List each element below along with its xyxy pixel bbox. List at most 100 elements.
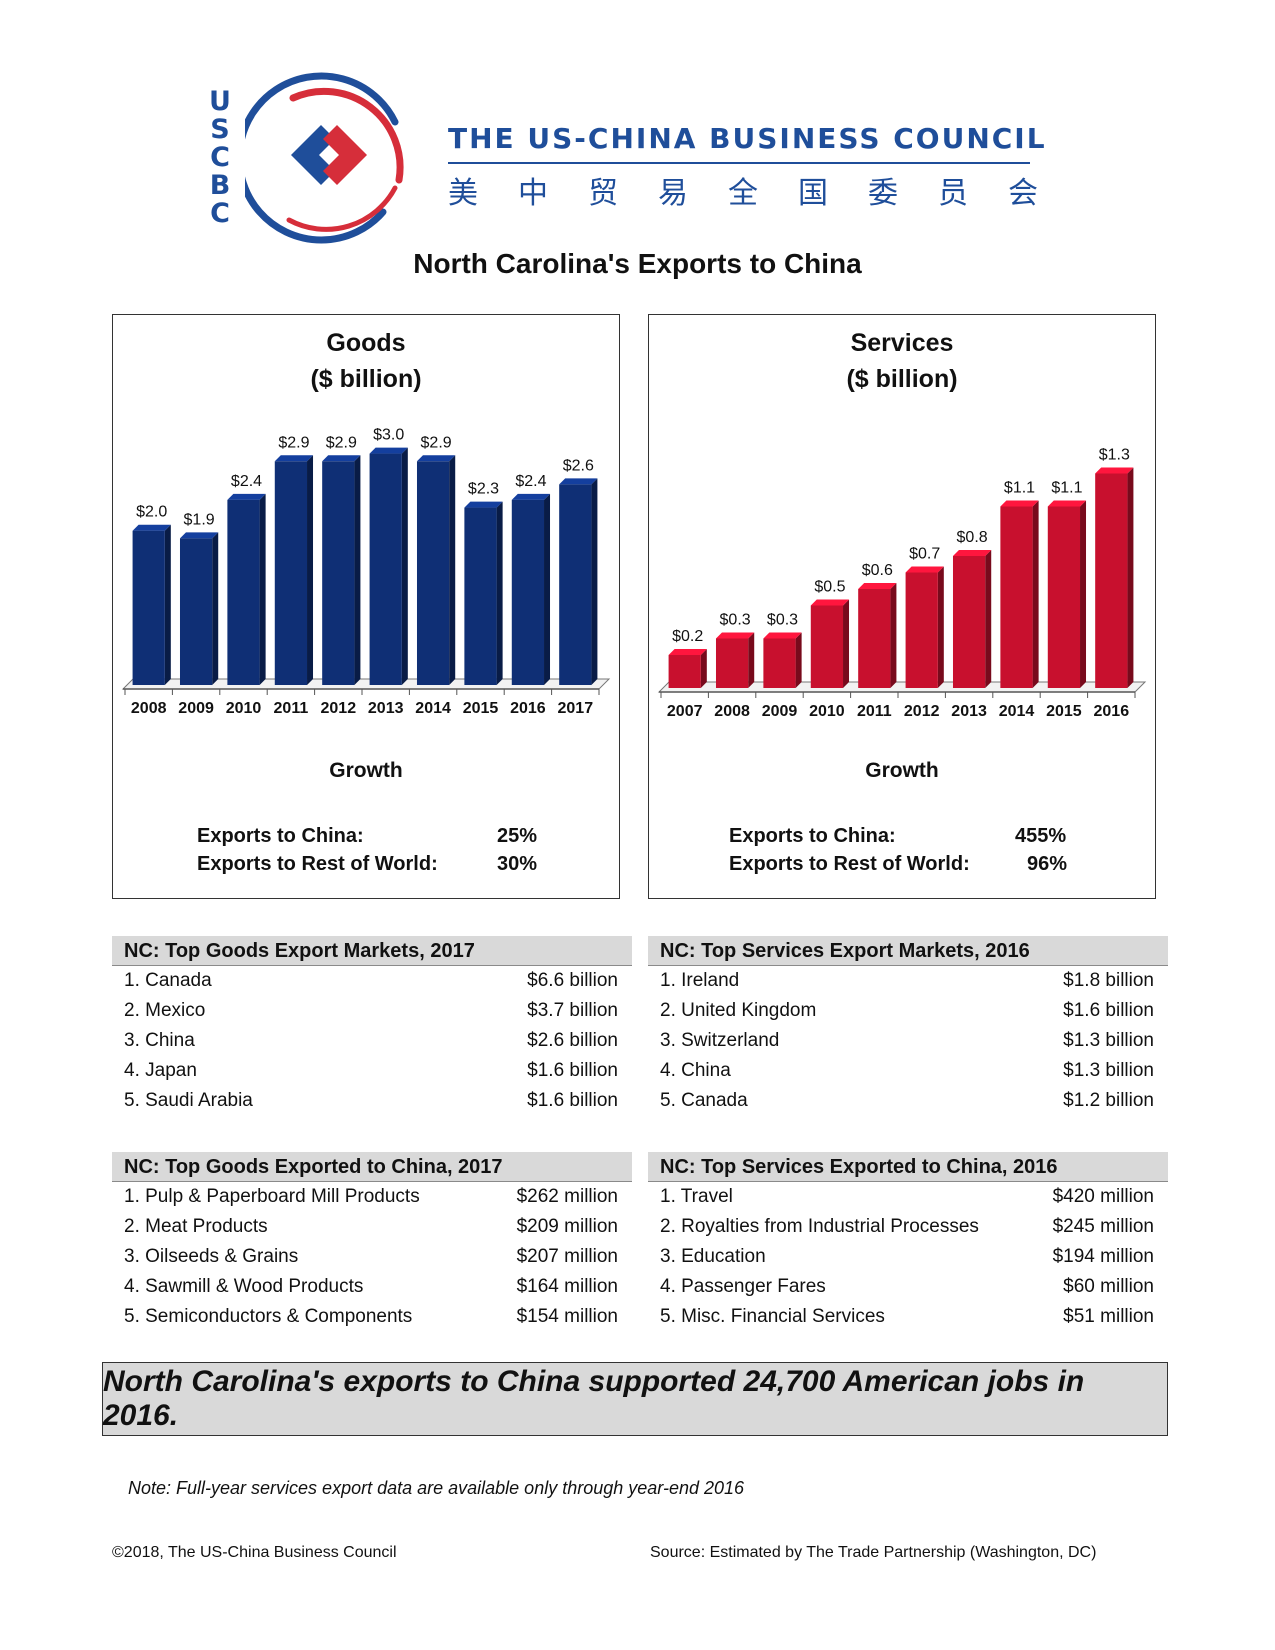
row-value: $420 million — [1052, 1186, 1154, 1207]
bar — [322, 461, 355, 685]
logo-letter: S — [210, 114, 230, 145]
table-header: NC: Top Services Export Markets, 2016 — [648, 936, 1168, 966]
table-row: 5. Canada $1.2 billion — [648, 1086, 1168, 1116]
bar-side — [449, 455, 456, 685]
x-tick-label: 2015 — [1046, 703, 1082, 720]
bar-top — [274, 455, 314, 462]
table-row: 3. Switzerland $1.3 billion — [648, 1026, 1168, 1056]
row-value: $60 million — [1063, 1276, 1154, 1297]
logo-letter: C — [210, 198, 230, 229]
growth-value: 455% — [1015, 825, 1067, 847]
table-row: 5. Misc. Financial Services $51 million — [648, 1302, 1168, 1332]
bar-top — [132, 524, 171, 531]
bar-side — [1080, 500, 1087, 688]
data-label: $2.9 — [421, 434, 452, 451]
bar-top — [227, 493, 266, 500]
x-tick-label: 2017 — [558, 700, 594, 717]
data-label: $1.3 — [1099, 447, 1130, 464]
x-tick-label: 2014 — [415, 700, 451, 717]
bar-side — [354, 455, 361, 685]
row-label: 4. Japan — [124, 1060, 197, 1081]
data-label: $0.7 — [909, 546, 940, 563]
header-divider — [448, 162, 1030, 164]
bar-top — [715, 632, 755, 639]
bar — [559, 484, 592, 685]
table-row: 4. Japan $1.6 billion — [112, 1056, 632, 1086]
row-label: 4. Sawmill & Wood Products — [124, 1276, 364, 1297]
bar — [227, 499, 260, 685]
row-value: $245 million — [1052, 1216, 1154, 1237]
table-row: 2. Meat Products $209 million — [112, 1212, 632, 1242]
row-label: 5. Misc. Financial Services — [660, 1306, 885, 1327]
uscbc-logo: U S C B C THE US-CHINA BUSINESS COUNCIL … — [195, 70, 1045, 245]
bar-top — [810, 599, 850, 606]
x-tick-label: 2012 — [904, 703, 940, 720]
services-bar-chart: $0.2 2007 $0.3 2008 $0.3 2009 $0.5 2010 $0.6 2011… — [657, 447, 1147, 720]
bar — [464, 507, 497, 685]
growth-title: Growth — [865, 759, 939, 782]
data-label: $0.3 — [720, 612, 751, 629]
bar-side — [496, 501, 503, 685]
bar-top — [1095, 467, 1134, 474]
bar-side — [212, 532, 219, 685]
row-value: $164 million — [516, 1276, 618, 1297]
data-label: $2.4 — [231, 473, 262, 490]
table-row: 4. Passenger Fares $60 million — [648, 1272, 1168, 1302]
chart-title-text: Services — [850, 329, 954, 357]
bar-side — [259, 493, 266, 685]
row-label: 5. Saudi Arabia — [124, 1090, 253, 1111]
row-label: 4. China — [660, 1060, 731, 1081]
row-label: 2. Meat Products — [124, 1216, 268, 1237]
data-label: $0.8 — [957, 529, 988, 546]
data-label: $0.3 — [767, 612, 798, 629]
bar-top — [511, 493, 551, 500]
bar-top — [858, 583, 897, 589]
row-value: $194 million — [1052, 1246, 1154, 1267]
bar — [1095, 473, 1128, 688]
bar-top — [1047, 500, 1087, 507]
bar-top — [369, 447, 408, 454]
chart-subtitle-text: ($ billion) — [310, 365, 422, 393]
bar — [369, 453, 402, 685]
bar-side — [1032, 500, 1039, 688]
organization-name-chinese: 美 中 贸 易 全 国 委 员 会 — [448, 168, 1038, 212]
data-label: $3.0 — [373, 427, 404, 444]
jobs-banner: North Carolina's exports to China suppor… — [102, 1362, 1168, 1436]
chinese-char: 全 — [728, 176, 758, 211]
x-tick-label: 2009 — [762, 703, 798, 720]
x-tick-label: 2015 — [463, 700, 499, 717]
bar — [274, 461, 308, 685]
x-tick-label: 2010 — [226, 700, 262, 717]
data-label: $2.9 — [326, 434, 357, 451]
table-row: 2. United Kingdom $1.6 billion — [648, 996, 1168, 1026]
bar — [179, 538, 213, 685]
table-row: 3. China $2.6 billion — [112, 1026, 632, 1056]
x-tick-label: 2013 — [951, 703, 987, 720]
bar — [810, 605, 844, 688]
row-label: 5. Semiconductors & Components — [124, 1306, 413, 1327]
row-label: 1. Ireland — [660, 970, 740, 991]
bar — [905, 572, 938, 688]
goods-bar-chart: $2.0 2008 $1.9 2009 $2.4 2010 $2.9 2011 $2.9 2012… — [121, 427, 611, 717]
chinese-char: 会 — [1008, 176, 1038, 211]
table-row: 4. Sawmill & Wood Products $164 million — [112, 1272, 632, 1302]
row-value: $3.7 billion — [527, 1000, 618, 1021]
goods-chart-panel: Goods ($ billion) $2.0 2008 $1.9 2009 $2.4 20… — [112, 314, 620, 899]
bar-top — [668, 649, 707, 655]
chart-title-text: Goods — [326, 329, 406, 357]
bar-side — [937, 566, 944, 688]
chinese-char: 员 — [938, 176, 968, 211]
table-row: 5. Semiconductors & Components $154 milli… — [112, 1302, 632, 1332]
page-title: North Carolina's Exports to China — [413, 248, 862, 279]
services-chart-panel: Services ($ billion) $0.2 2007 $0.3 2008 $0.… — [648, 314, 1156, 899]
services-markets-table: NC: Top Services Export Markets, 2016 1.… — [648, 936, 1168, 1116]
bar-side — [985, 550, 992, 688]
footnote: Note: Full-year services export data are… — [128, 1478, 745, 1498]
growth-label: Exports to Rest of World: — [197, 853, 438, 875]
row-label: 1. Pulp & Paperboard Mill Products — [124, 1186, 420, 1207]
copyright: ©2018, The US-China Business Council — [112, 1544, 397, 1561]
row-value: $262 million — [516, 1186, 618, 1207]
x-tick-label: 2008 — [131, 700, 167, 717]
growth-label: Exports to China: — [729, 825, 896, 847]
growth-value: 30% — [497, 853, 538, 875]
